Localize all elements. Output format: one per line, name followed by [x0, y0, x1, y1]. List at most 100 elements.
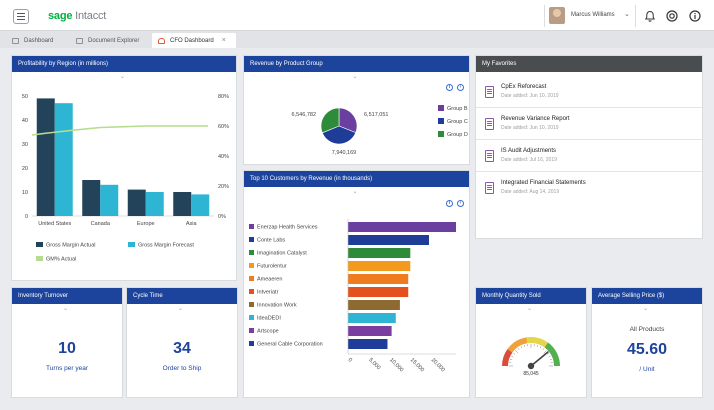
gauge-band: [526, 337, 549, 348]
bar: [348, 222, 456, 232]
legend-swatch: [36, 256, 43, 261]
bar: [348, 313, 396, 323]
tab-cfo-dashboard[interactable]: CFO Dashboard ×: [152, 33, 236, 48]
favorite-item[interactable]: CpEx Reforecast Date added: Jun 10, 2019: [476, 78, 702, 108]
kpi-label: All Products: [629, 326, 665, 333]
x-tick-label: 5,000: [367, 357, 381, 371]
chevron-down-icon[interactable]: ⌄: [352, 74, 358, 80]
favorite-date: Date added: Jun 10, 2019: [501, 125, 559, 131]
tab-dashboard[interactable]: Dashboard: [6, 33, 68, 48]
cycle-time-panel: Cycle Time ⌄ 34 Order to Ship: [127, 288, 237, 397]
bell-icon[interactable]: [644, 10, 656, 22]
legend-swatch: [36, 242, 43, 247]
gauge-tick: [510, 359, 513, 361]
logo-brand: sage: [48, 10, 73, 22]
legend-label: Conte Labs: [257, 238, 285, 244]
bar: [100, 184, 119, 216]
refresh-icon[interactable]: ‹: [457, 200, 464, 207]
user-menu[interactable]: Marcus Williams ⌄: [544, 5, 630, 27]
info-icon[interactable]: i: [446, 84, 453, 91]
help-circle-icon[interactable]: [666, 10, 678, 22]
y2-tick-label: 60%: [218, 124, 229, 130]
gauge-value: 85,045: [523, 371, 539, 377]
y-tick-label: 50: [22, 94, 28, 100]
x-tick-label: Canada: [91, 221, 111, 227]
profitability-panel: Profitability by Region (in millions) ⌄ …: [12, 56, 236, 280]
favorites-panel: My Favorites CpEx Reforecast Date added:…: [476, 56, 702, 238]
kpi-subtitle: / Unit: [639, 366, 655, 373]
inventory-turnover-panel: Inventory Turnover ⌄ 10 Turns per year: [12, 288, 122, 397]
refresh-icon[interactable]: ‹: [457, 84, 464, 91]
legend-swatch: [249, 237, 254, 242]
info-icon[interactable]: [689, 10, 701, 22]
legend-swatch: [249, 250, 254, 255]
panel-title: Top 10 Customers by Revenue (in thousand…: [244, 171, 469, 187]
legend-label: Futurolentur: [257, 264, 287, 270]
chevron-down-icon[interactable]: ⌄: [643, 306, 649, 312]
y-tick-label: 30: [22, 142, 28, 148]
report-icon: [485, 118, 494, 130]
user-name: Marcus Williams: [571, 12, 615, 18]
tab-document-explorer[interactable]: Document Explorer: [70, 33, 148, 48]
legend-label: Enerzap Health Services: [257, 225, 318, 231]
chevron-down-icon[interactable]: ⌄: [527, 306, 533, 312]
gauge-tick: [549, 359, 552, 361]
avatar: [549, 7, 565, 24]
gauge-tick: [539, 346, 542, 349]
profitability-chart: 0 10 20 30 40 50 0% 20% 40% 60% 80% United States Ca…: [22, 94, 229, 263]
legend-label: Artscope: [257, 329, 279, 335]
bar: [173, 192, 192, 216]
chevron-down-icon[interactable]: ⌄: [178, 306, 184, 312]
bar: [191, 194, 210, 216]
folder-icon: [76, 37, 83, 44]
y2-tick-label: 0%: [218, 214, 226, 220]
legend-label: Gross Margin Actual: [46, 243, 96, 249]
top-customers-panel: Top 10 Customers by Revenue (in thousand…: [244, 171, 469, 397]
legend-label: Innovation Work: [257, 303, 297, 309]
y-tick-label: 20: [22, 166, 28, 172]
gauge-tick: [520, 346, 523, 349]
legend-swatch: [438, 131, 444, 137]
kpi-value: 45.60: [626, 341, 668, 358]
y-tick-label: 10: [22, 190, 28, 196]
panel-title: Monthly Quantity Sold: [476, 288, 586, 304]
menu-icon[interactable]: [13, 9, 29, 24]
chevron-down-icon[interactable]: ⌄: [63, 306, 69, 312]
divider: [635, 5, 636, 27]
gauge-chart: [502, 337, 560, 370]
chevron-down-icon: ⌄: [624, 11, 630, 18]
tab-bar: Dashboard Document Explorer CFO Dashboar…: [0, 31, 714, 48]
chevron-down-icon[interactable]: ⌄: [120, 74, 126, 80]
favorite-date: Date added: Aug 14, 2019: [501, 189, 560, 195]
y-tick-label: 40: [22, 118, 28, 124]
legend-swatch: [438, 118, 444, 124]
gauge-band: [502, 348, 513, 367]
favorite-item[interactable]: Revenue Variance Report Date added: Jun …: [476, 110, 702, 140]
chevron-down-icon[interactable]: ⌄: [352, 189, 358, 195]
app-logo[interactable]: sage Intacct: [48, 10, 106, 22]
pie-slice: [320, 107, 340, 134]
x-tick-label: 15,000: [409, 357, 425, 373]
close-icon[interactable]: ×: [221, 37, 226, 44]
top-header: sage Intacct Marcus Williams ⌄: [0, 0, 714, 31]
gauge-tick: [511, 355, 514, 358]
pie-data-label: 6,546,782: [292, 112, 316, 118]
dashboard-icon: [158, 37, 165, 44]
kpi-subtitle: Turns per year: [45, 365, 89, 372]
bar: [348, 287, 409, 297]
tab-label: CFO Dashboard: [170, 37, 214, 44]
info-icon[interactable]: i: [446, 200, 453, 207]
bar: [348, 235, 429, 245]
monthly-quantity-panel: Monthly Quantity Sold ⌄ 85,045: [476, 288, 586, 397]
pie-slice: [338, 107, 358, 134]
gauge-needle: [530, 351, 549, 367]
legend-label: Group B: [447, 106, 468, 112]
favorite-title: IS Audit Adjustments: [501, 148, 557, 154]
gauge-tick: [536, 345, 538, 348]
favorite-item[interactable]: IS Audit Adjustments Date added: Jul 16,…: [476, 142, 702, 172]
x-tick-label: United States: [38, 221, 71, 227]
gauge-tick: [547, 352, 549, 355]
legend-label: IdeaDEDI: [257, 316, 281, 322]
pie-data-label: 7,940,169: [332, 150, 356, 156]
favorite-item[interactable]: Integrated Financial Statements Date add…: [476, 174, 702, 204]
